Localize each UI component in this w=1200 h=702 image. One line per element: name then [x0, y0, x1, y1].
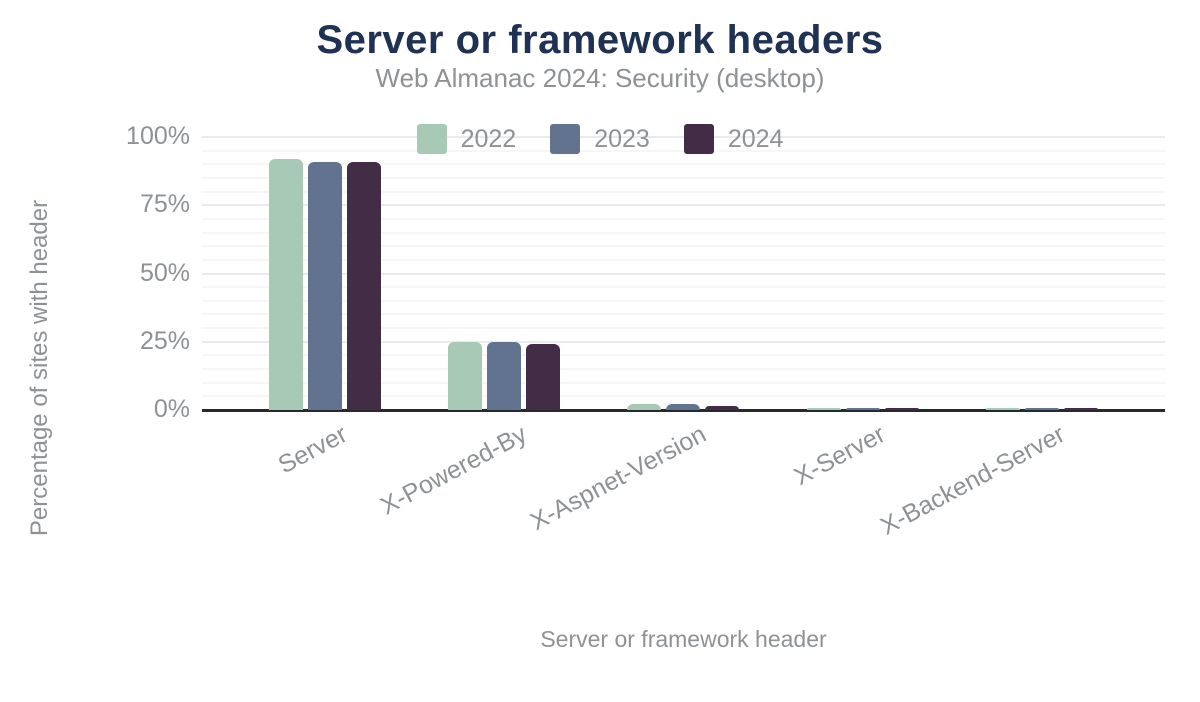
- minor-gridline: [202, 368, 1165, 371]
- bar-group-x-aspnet-version: X-Aspnet-Version: [526, 137, 773, 536]
- y-axis-title: Percentage of sites with header: [26, 199, 53, 537]
- bar-row: [594, 137, 773, 410]
- minor-gridline: [202, 245, 1165, 248]
- minor-gridline: [202, 299, 1165, 302]
- x-tick-label-server: Server: [273, 420, 352, 480]
- chart-title: Server or framework headers: [316, 18, 884, 62]
- y-tick-label: 0%: [153, 395, 190, 423]
- plot-area: 0% 25% 50% 75% 100% Server X-Powered-By X-Aspne…: [126, 122, 1165, 541]
- legend-item-2024: 2024: [683, 124, 784, 154]
- bar-row: [414, 137, 593, 410]
- minor-gridline: [202, 176, 1165, 179]
- bar-group-x-powered-by: X-Powered-By: [376, 137, 593, 520]
- x-tick-label-x-server: X-Server: [789, 420, 891, 492]
- y-tick-label: 50%: [139, 258, 190, 287]
- x-tick-label-x-backend-server: X-Backend-Server: [875, 420, 1070, 541]
- x-axis-title: Server or framework header: [540, 626, 827, 652]
- bar-row: [235, 137, 414, 410]
- bar-2022-x-aspnet-version: [627, 404, 662, 410]
- bar-2022-x-powered-by: [448, 341, 483, 410]
- x-tick-label-x-powered-by: X-Powered-By: [375, 420, 532, 521]
- bar-2024-x-aspnet-version: [705, 405, 740, 410]
- major-gridline: [202, 272, 1165, 275]
- bar-group-x-backend-server: X-Backend-Server: [876, 137, 1132, 541]
- minor-gridline: [202, 231, 1165, 234]
- minor-gridline: [202, 258, 1165, 261]
- bar-2024-x-server: [884, 408, 919, 410]
- minor-gridline: [202, 381, 1165, 384]
- bar-2022-server: [268, 158, 303, 410]
- bar-2023-x-powered-by: [487, 341, 522, 410]
- legend-swatch-2024: [683, 124, 714, 154]
- minor-gridline: [202, 217, 1165, 220]
- chart-subtitle: Web Almanac 2024: Security (desktop): [375, 63, 825, 93]
- minor-gridline: [202, 395, 1165, 398]
- legend-label: 2023: [594, 124, 650, 153]
- bar-2023-server: [307, 161, 342, 410]
- x-tick-label-x-aspnet-version: X-Aspnet-Version: [525, 420, 711, 537]
- minor-gridline: [202, 149, 1165, 152]
- bar-row: [953, 137, 1132, 410]
- bar-row: [773, 137, 952, 410]
- bar-2024-x-backend-server: [1064, 408, 1099, 410]
- minor-gridline: [202, 354, 1165, 357]
- legend-item-2022: 2022: [416, 124, 517, 154]
- bar-2023-x-backend-server: [1025, 408, 1060, 410]
- legend-label: 2022: [460, 124, 517, 153]
- bar-group-x-server: X-Server: [773, 137, 952, 491]
- major-gridline: [202, 136, 1165, 138]
- bar-group-server: Server: [235, 137, 414, 479]
- legend-item-2023: 2023: [550, 124, 650, 154]
- minor-gridline: [202, 190, 1165, 193]
- minor-gridline: [202, 313, 1165, 316]
- bar-2022-x-server: [806, 408, 841, 410]
- minor-gridline: [202, 286, 1165, 289]
- minor-gridline: [202, 163, 1165, 166]
- bar-2024-server: [346, 161, 381, 410]
- x-axis-line: [202, 409, 1165, 412]
- bar-2023-x-aspnet-version: [666, 404, 701, 410]
- legend: 2022 2023 2024: [0, 124, 1200, 154]
- bar-2023-x-server: [845, 408, 880, 410]
- y-tick-label: 25%: [139, 326, 190, 355]
- legend-swatch-2023: [550, 124, 581, 154]
- y-tick-label: 75%: [139, 190, 190, 219]
- major-gridline: [202, 204, 1165, 207]
- legend-swatch-2022: [416, 124, 447, 154]
- bar-2024-x-powered-by: [526, 344, 561, 410]
- major-gridline: [202, 340, 1165, 343]
- bar-2022-x-backend-server: [986, 408, 1021, 410]
- y-tick-label: 100%: [126, 122, 190, 150]
- legend-label: 2024: [727, 124, 784, 153]
- minor-gridline: [202, 327, 1165, 330]
